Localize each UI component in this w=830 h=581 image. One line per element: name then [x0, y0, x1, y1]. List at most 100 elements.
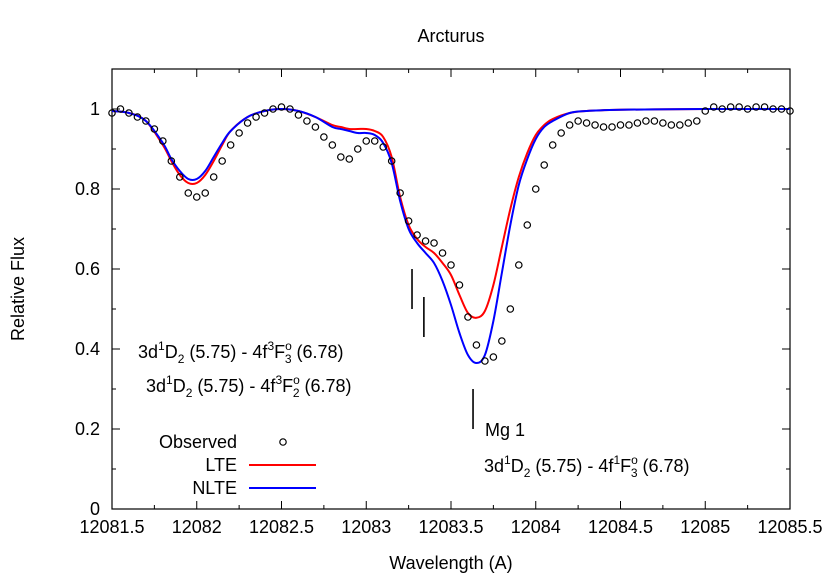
observed-point	[718, 105, 727, 113]
observed-point	[642, 117, 650, 125]
observed-point	[464, 313, 472, 321]
observed-point	[633, 119, 642, 127]
observed-point	[659, 119, 667, 127]
observed-point	[726, 103, 735, 111]
observed-point	[277, 103, 286, 111]
observed-points	[108, 103, 794, 365]
observed-point	[769, 105, 777, 113]
legend-marker-observed	[279, 438, 287, 446]
legend-label-observed: Observed	[159, 432, 237, 452]
observed-point	[565, 121, 574, 129]
observed-point	[320, 133, 328, 141]
y-tick-label: 0.4	[75, 339, 100, 359]
legend: Observed LTE NLTE	[159, 432, 316, 498]
x-tick-label: 12085.5	[757, 517, 822, 537]
annotation-markers	[411, 269, 474, 429]
observed-point	[523, 221, 532, 229]
x-tick-label: 12084	[511, 517, 561, 537]
observed-point	[625, 121, 633, 129]
observed-point	[743, 105, 752, 113]
observed-point	[455, 281, 464, 289]
observed-point	[616, 121, 625, 129]
observed-point	[599, 123, 608, 131]
annotation-label-d2f2: 3d1D2 (5.75) - 4f3Fo 2 (6.78)	[146, 373, 352, 400]
observed-point	[548, 141, 557, 149]
y-tick-label: 0.8	[75, 179, 100, 199]
observed-point	[667, 121, 676, 129]
observed-point	[709, 103, 718, 111]
observed-point	[387, 157, 396, 165]
chart-title: Arcturus	[417, 26, 484, 46]
observed-point	[498, 337, 506, 345]
series-layer	[111, 107, 791, 364]
observed-point	[142, 117, 150, 125]
observed-point	[557, 129, 565, 137]
observed-point	[676, 121, 684, 129]
observed-point	[150, 125, 159, 133]
observed-point	[311, 123, 320, 131]
observed-point	[701, 107, 710, 115]
plot-area: 12081.5 12082 12082.5 12083 12083.5 12084 1208…	[75, 68, 823, 537]
observed-point	[472, 341, 481, 349]
observed-point	[243, 119, 252, 127]
observed-point	[133, 113, 142, 121]
observed-point	[574, 117, 582, 125]
observed-point	[176, 173, 184, 181]
y-tick-label: 0.2	[75, 419, 100, 439]
observed-point	[328, 141, 337, 149]
observed-point	[760, 103, 769, 111]
observed-point	[396, 189, 404, 197]
observed-point	[608, 123, 616, 131]
y-axis-label: Relative Flux	[8, 237, 28, 341]
observed-point	[430, 239, 438, 247]
observed-point	[413, 231, 421, 239]
observed-point	[752, 103, 760, 111]
observed-point	[650, 117, 659, 125]
y-tick-label: 1	[90, 99, 100, 119]
observed-point	[192, 193, 201, 201]
observed-point	[582, 119, 591, 127]
observed-point	[209, 173, 218, 181]
observed-point	[269, 105, 277, 113]
observed-point	[286, 105, 294, 113]
observed-point	[692, 117, 701, 125]
observed-point	[421, 237, 430, 245]
x-tick-label: 12083	[341, 517, 391, 537]
observed-point	[362, 137, 371, 145]
observed-point	[684, 119, 693, 127]
observed-point	[777, 105, 786, 113]
observed-point	[370, 137, 379, 145]
observed-point	[184, 189, 193, 197]
observed-point	[235, 129, 243, 137]
observed-point	[108, 109, 116, 117]
x-tick-label: 12082	[172, 517, 222, 537]
observed-point	[404, 217, 413, 225]
y-axis: 0 0.2 0.4 0.6 0.8 1	[75, 68, 790, 519]
annotation-label-mg: Mg 1	[485, 420, 525, 440]
x-tick-label: 12085	[680, 517, 730, 537]
observed-point	[116, 105, 125, 113]
observed-point	[540, 161, 549, 169]
x-axis: 12081.5 12082 12082.5 12083 12083.5 12084 1208…	[79, 69, 823, 537]
y-tick-label: 0.6	[75, 259, 100, 279]
observed-point	[252, 113, 260, 121]
observed-point	[489, 353, 498, 361]
annotation-label-d2f1: 3d1D2 (5.75) - 4f1Fo 3 (6.78)	[484, 453, 690, 480]
y-tick-label: 0	[90, 499, 100, 519]
series-line-nlte	[111, 107, 791, 364]
legend-label-nlte: NLTE	[192, 478, 237, 498]
x-tick-label: 12081.5	[79, 517, 144, 537]
observed-point	[514, 261, 523, 269]
observed-point	[481, 357, 489, 365]
observed-point	[447, 261, 455, 269]
observed-point	[167, 157, 176, 165]
observed-point	[201, 189, 210, 197]
observed-point	[379, 143, 388, 151]
x-tick-label: 12084.5	[588, 517, 653, 537]
observed-point	[337, 153, 345, 161]
observed-point	[531, 185, 540, 193]
observed-point	[218, 157, 226, 165]
x-axis-label: Wavelength (A)	[389, 553, 512, 573]
x-tick-label: 12083.5	[418, 517, 483, 537]
